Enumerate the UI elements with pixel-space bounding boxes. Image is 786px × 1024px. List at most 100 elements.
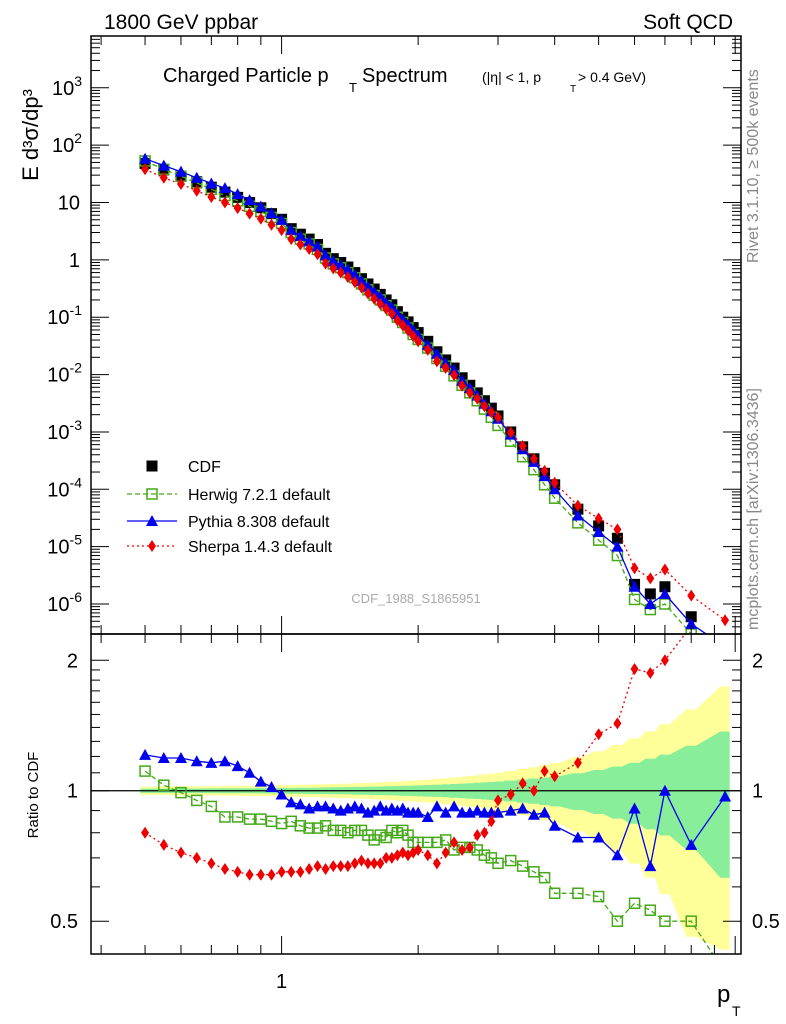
ratio-point-sherpa xyxy=(646,666,655,679)
main-point-pythia xyxy=(658,587,671,599)
main-point-pythia xyxy=(311,240,324,252)
main-point-pythia xyxy=(285,224,298,236)
main-point-sherpa xyxy=(432,355,441,368)
main-point-sherpa xyxy=(573,499,582,512)
ratio-point-pythia xyxy=(319,800,332,812)
ratio-point-pythia xyxy=(628,802,641,814)
main-point-cdf xyxy=(720,639,731,650)
ratio-point-pythia xyxy=(243,766,256,778)
ratio-point-herwig xyxy=(538,871,551,884)
main-point-pythia xyxy=(139,152,152,164)
ratio-point-sherpa xyxy=(550,770,559,783)
ratio-point-sherpa xyxy=(363,857,372,870)
main-point-sherpa xyxy=(336,266,345,279)
y-tick-label: 10-2 xyxy=(47,360,82,387)
main-point-pythia xyxy=(361,280,374,292)
main-point-sherpa xyxy=(414,335,423,348)
ratio-y-tick-label-left: 0.5 xyxy=(50,911,78,933)
ratio-point-sherpa xyxy=(256,868,265,881)
ratio-point-herwig xyxy=(628,897,641,910)
ratio-y-tick-label-right: 0.5 xyxy=(752,911,780,933)
ratio-point-sherpa xyxy=(432,857,441,870)
main-point-sherpa xyxy=(363,287,372,300)
analysis-id-label: CDF_1988_S1865951 xyxy=(351,591,480,606)
main-point-sherpa xyxy=(529,452,538,465)
main-point-pythia xyxy=(231,188,244,200)
ratio-point-herwig xyxy=(516,860,529,872)
main-point-pythia xyxy=(592,526,605,538)
ratio-point-sherpa xyxy=(267,868,276,881)
x-axis-label-sub: T xyxy=(732,1003,741,1019)
ratio-point-sherpa xyxy=(159,838,168,851)
main-point-cdf xyxy=(593,520,605,532)
main-point-sherpa xyxy=(506,426,515,439)
main-point-pythia xyxy=(275,213,288,225)
ratio-plot-marks xyxy=(139,634,732,978)
main-point-sherpa xyxy=(159,171,168,184)
main-point-pythia xyxy=(430,347,443,359)
ratio-point-sherpa xyxy=(192,851,201,864)
ratio-point-herwig xyxy=(158,779,170,791)
main-point-sherpa xyxy=(660,563,669,576)
main-point-sherpa xyxy=(329,262,338,275)
plot-title: Charged Particle p T Spectrum (|η| < 1, … xyxy=(163,65,646,95)
ratio-point-herwig xyxy=(685,915,697,927)
main-point-pythia xyxy=(334,259,347,271)
main-point-cdf xyxy=(644,588,656,600)
ratio-point-herwig xyxy=(548,887,561,900)
ratio-band-stat xyxy=(140,731,730,878)
main-point-pythia xyxy=(319,249,332,261)
ratio-point-herwig xyxy=(231,811,244,823)
ratio-point-pythia xyxy=(685,838,698,850)
main-line-pythia xyxy=(144,158,708,634)
main-point-sherpa xyxy=(233,202,242,215)
main-point-pythia xyxy=(719,641,731,652)
ratio-point-pythia xyxy=(285,796,298,808)
y-tick-label: 10-3 xyxy=(47,417,82,444)
ratio-point-herwig xyxy=(349,824,361,837)
main-point-herwig xyxy=(659,598,671,610)
ratio-point-sherpa xyxy=(382,851,391,864)
main-point-pythia xyxy=(644,598,657,610)
main-point-cdf xyxy=(685,611,697,623)
main-point-sherpa xyxy=(343,271,352,284)
ratio-point-pythia xyxy=(190,755,203,767)
ratio-point-herwig xyxy=(374,829,386,841)
ratio-point-sherpa xyxy=(220,862,229,875)
x-tick-label: 1 xyxy=(276,971,287,993)
main-point-sherpa xyxy=(387,307,396,320)
ratio-point-herwig xyxy=(294,820,307,832)
ratio-y-tick-label-right: 1 xyxy=(752,781,763,803)
ratio-point-herwig xyxy=(219,811,231,823)
ratio-point-herwig xyxy=(644,904,657,916)
main-point-pythia xyxy=(685,617,698,629)
ratio-point-pythia xyxy=(504,804,517,816)
legend-label-pythia: Pythia 8.308 default xyxy=(188,514,330,531)
ratio-point-herwig xyxy=(572,887,584,900)
ratio-point-pythia xyxy=(368,804,381,816)
ratio-point-sherpa xyxy=(207,857,216,870)
ratio-point-pythia xyxy=(205,756,218,768)
main-point-pythia xyxy=(355,274,368,286)
ratio-point-pythia xyxy=(538,806,551,818)
ratio-point-sherpa xyxy=(370,857,379,870)
ratio-point-sherpa xyxy=(487,815,496,828)
main-point-sherpa xyxy=(540,464,549,477)
ratio-y-axis-label: Ratio to CDF xyxy=(25,752,42,839)
ratio-point-pythia xyxy=(448,800,461,812)
ratio-point-herwig xyxy=(720,968,730,978)
main-point-sherpa xyxy=(518,439,527,452)
main-point-sherpa xyxy=(450,369,459,382)
y-tick-label: 10 xyxy=(58,193,80,215)
main-point-cdf xyxy=(611,532,623,544)
ratio-point-herwig xyxy=(190,794,203,807)
plot-title-word: Spectrum xyxy=(362,65,448,87)
y-tick-label: 103 xyxy=(52,73,82,100)
main-point-sherpa xyxy=(613,523,622,536)
ratio-point-pythia xyxy=(311,800,324,812)
ratio-point-sherpa xyxy=(313,860,322,873)
ratio-point-herwig xyxy=(592,890,605,903)
ratio-point-herwig xyxy=(528,866,540,878)
ratio-point-sherpa xyxy=(329,860,338,873)
main-point-sherpa xyxy=(465,386,474,399)
